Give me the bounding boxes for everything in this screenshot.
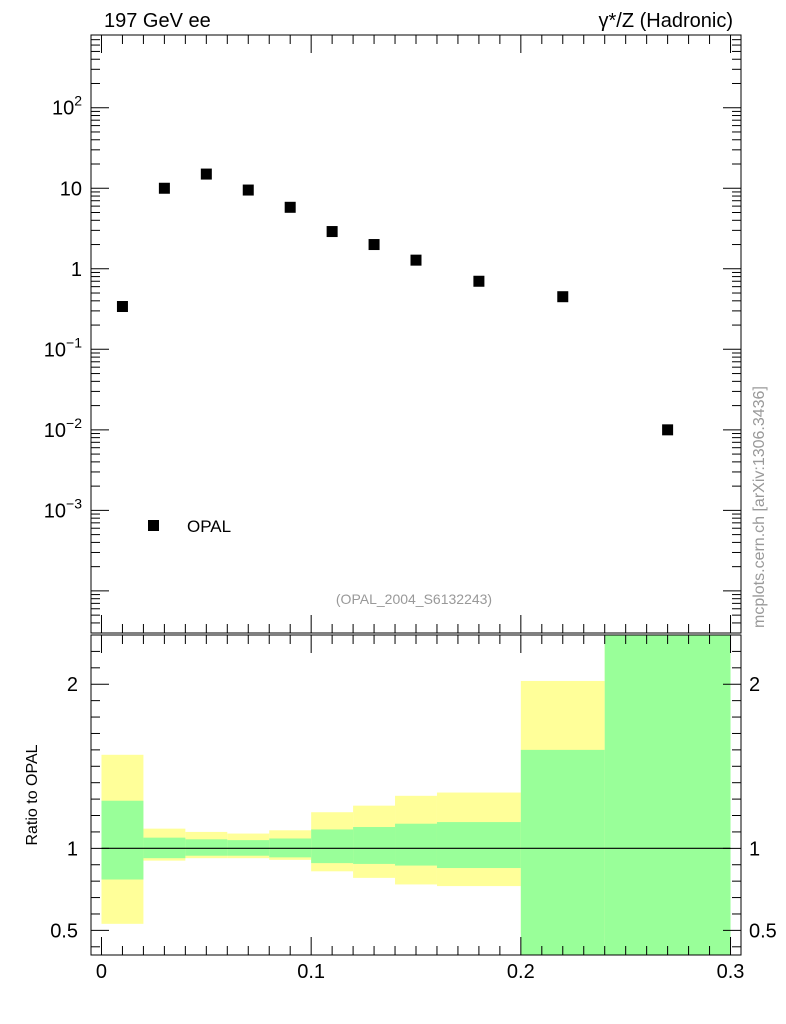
green-band-bin <box>604 635 731 955</box>
ratio-y-tick-label-right: 2 <box>749 674 760 696</box>
green-band-bin <box>395 823 437 866</box>
green-band-bin <box>311 829 354 864</box>
analysis-id: (OPAL_2004_S6132243) <box>336 591 492 607</box>
main-y-tick-label: 10−1 <box>44 334 82 361</box>
data-point <box>116 301 128 313</box>
ratio-y-tick-label-right: 0.5 <box>749 920 777 942</box>
axis-tick-labels: 10−3 10−2 10−1 1 10 102 0.5 0.5 1 1 2 2 0 0.1 0.2 0.3 <box>44 93 777 983</box>
data-point <box>557 291 569 303</box>
green-band-bin <box>101 800 144 880</box>
legend-swatch <box>148 520 159 531</box>
data-point <box>242 184 254 196</box>
ratio-y-tick-label-left: 0.5 <box>50 920 78 942</box>
green-band-bin <box>353 827 396 864</box>
plot-frames <box>90 34 742 956</box>
legend-marker <box>148 520 159 531</box>
green-band-bin <box>520 749 605 955</box>
main-y-tick-label: 1 <box>71 259 82 281</box>
x-tick-label: 0 <box>96 961 107 983</box>
x-tick-label: 0.1 <box>297 961 325 983</box>
ratio-y-tick-label-right: 1 <box>749 838 760 860</box>
main-y-tick-label: 10−3 <box>44 495 82 522</box>
axis-ticks <box>91 34 741 955</box>
data-point <box>662 424 674 436</box>
data-point <box>410 254 422 266</box>
main-y-tick-label: 10−2 <box>44 415 82 442</box>
main-y-tick-label: 10 <box>60 178 82 200</box>
data-point <box>473 275 485 287</box>
data-point <box>284 201 296 213</box>
ratio-ylabel: Ratio to OPAL <box>24 744 41 845</box>
data-point <box>368 239 380 251</box>
legend-label: OPAL <box>187 517 231 536</box>
main-frame <box>90 34 742 634</box>
green-band-bin <box>185 839 228 856</box>
data-markers <box>116 168 674 436</box>
ratio-frame <box>90 634 742 956</box>
green-band-bin <box>436 822 521 869</box>
watermark: mcplots.cern.ch [arXiv:1306.3436] <box>751 386 768 628</box>
right-title: γ*/Z (Hadronic) <box>599 10 733 32</box>
main-y-tick-label: 102 <box>52 93 82 120</box>
data-point <box>200 168 212 180</box>
data-point <box>158 182 170 194</box>
x-tick-label: 0.3 <box>717 961 745 983</box>
ratio-bands <box>101 635 731 955</box>
x-tick-label: 0.2 <box>507 961 535 983</box>
left-title: 197 GeV ee <box>104 10 211 32</box>
ratio-y-tick-label-left: 2 <box>67 674 78 696</box>
ratio-y-tick-label-left: 1 <box>67 838 78 860</box>
data-point <box>326 226 338 238</box>
